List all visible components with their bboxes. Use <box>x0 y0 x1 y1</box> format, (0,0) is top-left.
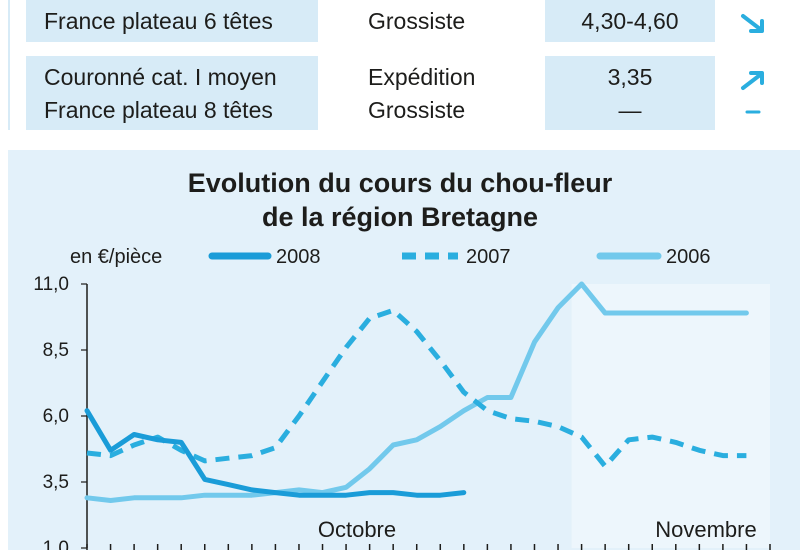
plot-area <box>87 284 770 548</box>
row-band-2 <box>26 56 318 130</box>
price-band-1 <box>545 0 715 42</box>
legend-label-2008: 2008 <box>276 246 321 268</box>
table-cell-stage: Expédition <box>368 64 476 90</box>
table-cell-stage: Grossiste <box>368 97 466 123</box>
legend-label-2007: 2007 <box>466 246 511 268</box>
table-cell-price: 4,30-4,60 <box>581 8 679 34</box>
table-left-rule <box>8 0 10 130</box>
y-tick-label: 8,5 <box>43 340 69 361</box>
x-month-label: Octobre <box>318 517 396 542</box>
table-cell-price: 3,35 <box>607 64 653 90</box>
price-table: France plateau 6 têtes Grossiste 4,30-4,… <box>0 0 800 135</box>
y-tick-label: 3,5 <box>43 472 69 493</box>
x-month-label: Novembre <box>655 517 756 542</box>
y-axis-unit-label: en €/pièce <box>70 246 162 268</box>
chart-title: Evolution du cours du chou-fleur <box>187 168 613 198</box>
table-cell-product: France plateau 8 têtes <box>44 97 273 123</box>
trend-down-icon <box>741 14 764 33</box>
trend-flat-icon <box>745 110 761 114</box>
trend-up-icon <box>741 71 764 90</box>
chart-subtitle: de la région Bretagne <box>261 202 539 232</box>
price-band-2 <box>545 56 715 130</box>
table-cell-stage: Grossiste <box>368 8 466 34</box>
november-shade <box>571 284 770 548</box>
y-tick-label: 6,0 <box>43 406 69 427</box>
table-cell-product: France plateau 6 têtes <box>44 8 273 34</box>
y-tick-label: 1,0 <box>43 538 69 550</box>
row-band-1 <box>26 0 318 42</box>
table-cell-product: Couronné cat. I moyen <box>44 64 277 90</box>
table-cell-price: — <box>618 97 642 123</box>
legend-label-2006: 2006 <box>666 246 711 268</box>
y-tick-label: 11,0 <box>33 274 69 295</box>
